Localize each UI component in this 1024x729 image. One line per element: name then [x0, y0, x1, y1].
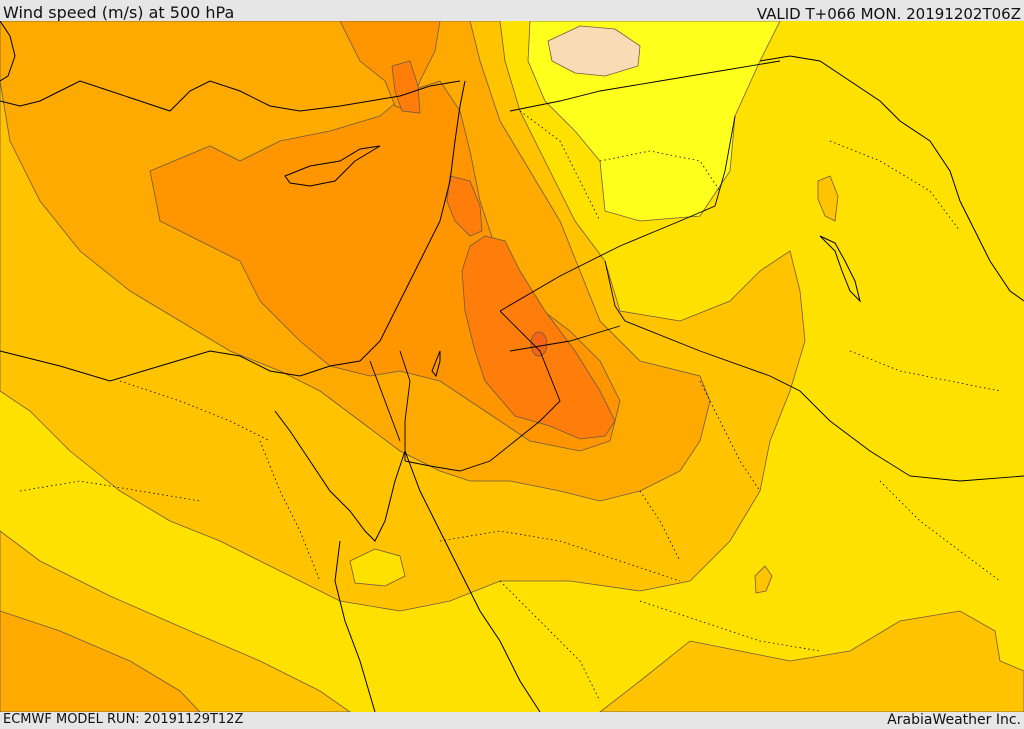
model-run: ECMWF MODEL RUN: 20191129T12Z	[3, 712, 244, 727]
band-orange-dark-small	[391, 60, 421, 114]
band-orange-light-southwest	[0, 610, 201, 712]
band-amber-islet-east	[817, 175, 839, 222]
coastlines	[0, 21, 1024, 712]
band-calm	[547, 25, 641, 77]
credit: ArabiaWeather Inc.	[887, 712, 1021, 728]
map-title: Wind speed (m/s) at 500 hPa	[3, 3, 235, 22]
wind-speed-map	[0, 21, 1024, 712]
footer-bar: ECMWF MODEL RUN: 20191129T12Z ArabiaWeat…	[0, 712, 1024, 729]
band-amber-southeast	[599, 610, 1024, 712]
band-peak	[530, 331, 548, 357]
national-borders	[369, 60, 1024, 482]
band-amber-islet-south	[754, 565, 773, 594]
band-yellow-islet	[349, 548, 406, 587]
band-orange-dark-north	[446, 175, 483, 237]
province-lines	[19, 110, 1001, 702]
header-bar: Wind speed (m/s) at 500 hPa VALID T+066 …	[0, 0, 1024, 23]
valid-time: VALID T+066 MON. 20191202T06Z	[756, 5, 1021, 23]
